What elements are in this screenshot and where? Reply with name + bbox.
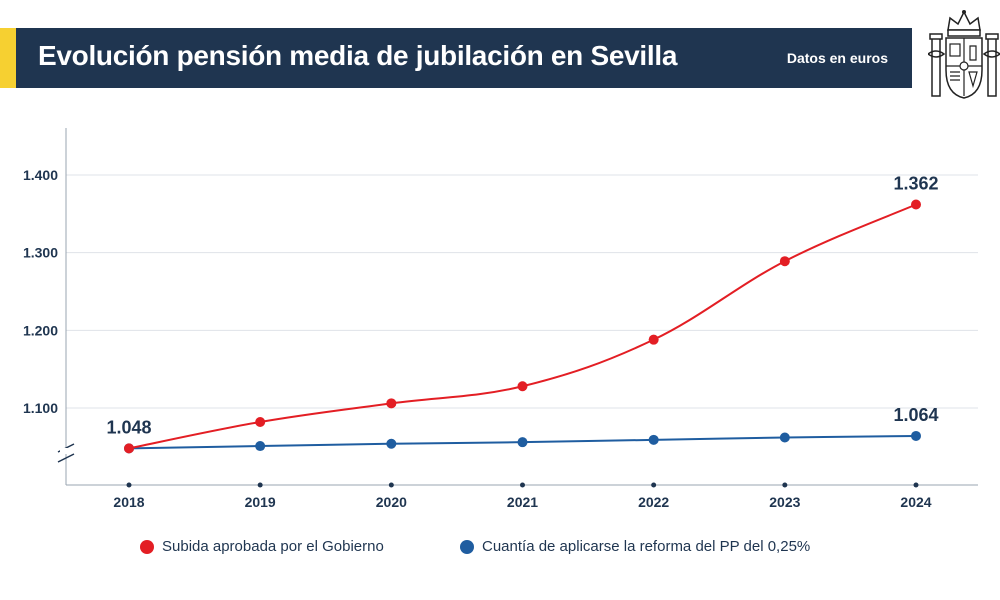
header-bar: Evolución pensión media de jubilación en… bbox=[16, 28, 912, 88]
data-point-pp bbox=[517, 437, 528, 448]
data-point-gobierno bbox=[779, 256, 790, 267]
data-point-gobierno bbox=[648, 334, 659, 345]
data-point-gobierno bbox=[124, 443, 134, 454]
x-tick-label: 2020 bbox=[376, 494, 407, 510]
x-tick-mark bbox=[913, 482, 919, 488]
units-note: Datos en euros bbox=[786, 50, 888, 66]
x-tick-mark bbox=[651, 482, 657, 488]
x-tick-label: 2022 bbox=[638, 494, 669, 510]
y-tick-label: 1.200 bbox=[23, 322, 58, 338]
x-tick-label: 2019 bbox=[245, 494, 276, 510]
y-tick-label: 1.400 bbox=[23, 167, 58, 183]
legend-item-pp: Cuantía de aplicarse la reforma del PP d… bbox=[460, 538, 810, 555]
chart-legend: Subida aprobada por el Gobierno Cuantía … bbox=[0, 538, 1000, 562]
data-label: 1.362 bbox=[893, 174, 938, 194]
data-point-gobierno bbox=[517, 381, 528, 392]
data-label: 1.064 bbox=[893, 405, 938, 425]
series-line-gobierno bbox=[128, 203, 917, 450]
x-tick-label: 2023 bbox=[769, 494, 800, 510]
legend-swatch-blue bbox=[460, 539, 474, 554]
data-point-pp bbox=[779, 432, 790, 443]
data-point-pp bbox=[255, 441, 266, 452]
x-tick-label: 2021 bbox=[507, 494, 538, 510]
data-point-gobierno bbox=[255, 416, 266, 427]
data-point-pp bbox=[911, 430, 921, 441]
data-point-pp bbox=[386, 438, 397, 449]
x-tick-mark bbox=[257, 482, 263, 488]
x-tick-label: 2018 bbox=[113, 494, 144, 510]
line-chart: 1.100 1.200 1.300 1.400 2018 2019 2020 2021 2022… bbox=[23, 128, 978, 510]
y-tick-label: 1.300 bbox=[23, 245, 58, 261]
page-title: Evolución pensión media de jubilación en… bbox=[38, 40, 678, 71]
axis-break-gap bbox=[60, 448, 72, 454]
legend-item-gobierno: Subida aprobada por el Gobierno bbox=[140, 538, 384, 555]
axis-break-mark bbox=[57, 453, 75, 463]
data-point-pp bbox=[648, 434, 659, 445]
x-tick-mark bbox=[388, 482, 394, 488]
data-point-gobierno bbox=[911, 199, 921, 210]
legend-swatch-red bbox=[140, 539, 154, 554]
x-tick-mark bbox=[782, 482, 788, 488]
legend-label: Subida aprobada por el Gobierno bbox=[162, 538, 384, 555]
x-tick-label: 2024 bbox=[900, 494, 931, 510]
coat-of-arms-of-spain-icon bbox=[926, 8, 1000, 100]
header-accent-strip bbox=[0, 28, 16, 88]
data-point-gobierno bbox=[386, 398, 397, 409]
data-label: 1.048 bbox=[106, 417, 151, 437]
x-tick-mark bbox=[520, 482, 525, 488]
x-tick-mark bbox=[126, 482, 132, 488]
legend-label: Cuantía de aplicarse la reforma del PP d… bbox=[482, 538, 811, 555]
y-tick-label: 1.100 bbox=[23, 400, 58, 416]
